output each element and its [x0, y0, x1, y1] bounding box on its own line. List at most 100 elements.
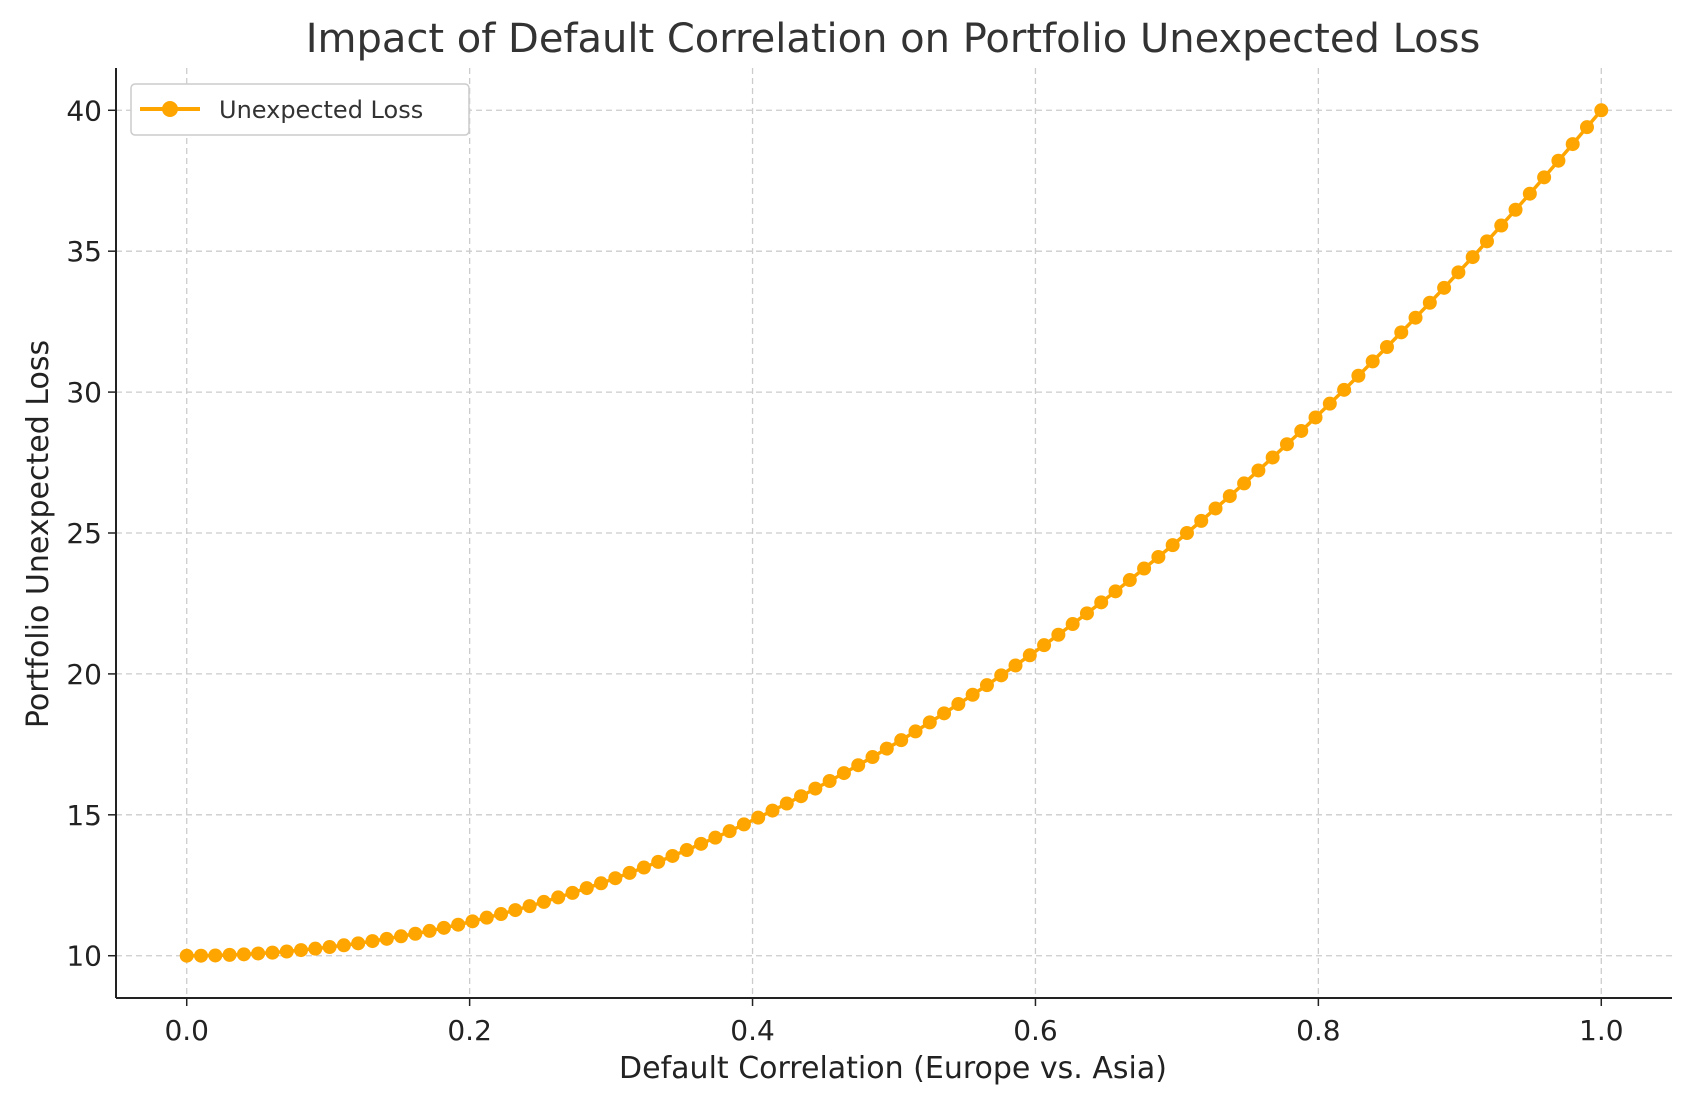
data-point [822, 774, 837, 788]
data-point [865, 750, 880, 765]
x-axis-ticks: 0.0 0.2 0.4 0.6 0.8 1.0 [164, 998, 1624, 1047]
y-tick-label: 10 [66, 940, 102, 973]
data-point [194, 948, 209, 963]
data-point [851, 758, 866, 773]
data-point [522, 899, 537, 914]
data-point [622, 865, 637, 880]
legend-label: Unexpected Loss [219, 96, 423, 124]
data-point [965, 687, 980, 702]
data-point [679, 843, 694, 858]
chart-title: Impact of Default Correlation on Portfol… [306, 16, 1481, 62]
data-point [1237, 476, 1252, 491]
data-point [994, 668, 1009, 683]
data-point [794, 789, 809, 804]
data-point [1137, 561, 1152, 576]
x-tick-label: 0.6 [1013, 1014, 1058, 1047]
data-point [1437, 280, 1452, 295]
data-point [408, 926, 423, 941]
y-tick-label: 30 [66, 376, 102, 409]
grid-lines [116, 68, 1672, 998]
data-point [736, 817, 751, 832]
y-tick-label: 35 [66, 235, 102, 268]
data-point [1151, 549, 1166, 564]
data-point [1365, 354, 1380, 369]
data-point [1494, 218, 1509, 233]
data-point [465, 914, 480, 929]
data-point [694, 836, 709, 851]
data-point [908, 724, 923, 739]
data-point [1594, 103, 1609, 118]
data-point [1508, 202, 1523, 217]
x-axis-label: Default Correlation (Europe vs. Asia) [619, 1051, 1167, 1086]
data-point [937, 706, 952, 721]
data-point [1251, 463, 1266, 478]
data-point [1394, 325, 1409, 340]
data-point [636, 860, 651, 875]
data-point [536, 894, 551, 909]
data-point [1537, 170, 1552, 185]
data-point [565, 885, 580, 900]
data-point [351, 936, 366, 951]
data-point [336, 938, 351, 953]
data-point [1079, 606, 1094, 621]
data-point [279, 944, 294, 959]
data-point [551, 890, 566, 905]
data-point [1194, 513, 1209, 528]
data-point [1208, 501, 1223, 516]
data-point [579, 881, 594, 896]
data-point [208, 948, 223, 963]
data-point [394, 929, 409, 944]
data-point [1094, 595, 1109, 610]
y-tick-label: 25 [66, 517, 102, 550]
data-point [1565, 137, 1580, 152]
data-point [722, 824, 737, 839]
data-point [751, 810, 766, 825]
data-point [1451, 265, 1466, 280]
data-point [1551, 153, 1566, 168]
y-tick-label: 40 [66, 94, 102, 127]
data-point [1422, 295, 1437, 310]
data-point [1379, 340, 1394, 354]
x-tick-label: 0.8 [1296, 1014, 1341, 1047]
data-point [922, 715, 937, 730]
data-point [179, 948, 194, 963]
data-point [1408, 310, 1423, 325]
x-tick-label: 0.0 [164, 1014, 209, 1047]
data-point [1008, 658, 1023, 673]
data-point [1465, 250, 1480, 265]
data-point [379, 931, 394, 946]
data-point [1037, 638, 1052, 653]
data-point [879, 741, 894, 756]
y-axis-label: Portfolio Unexpected Loss [21, 340, 56, 728]
data-point [808, 781, 823, 796]
data-point [1579, 120, 1594, 135]
y-tick-label: 15 [66, 799, 102, 832]
data-point [436, 920, 451, 935]
data-point [265, 945, 280, 960]
data-point [951, 697, 966, 712]
data-point [836, 766, 851, 781]
data-point [1051, 627, 1066, 642]
data-point [451, 917, 466, 932]
data-point [479, 910, 494, 925]
data-point [1122, 573, 1137, 588]
data-point [594, 876, 609, 891]
data-point [308, 941, 323, 956]
data-point [765, 803, 780, 818]
data-point [894, 733, 909, 748]
data-point [1065, 617, 1080, 632]
data-point [1479, 234, 1494, 249]
data-point [1294, 423, 1309, 438]
data-point [365, 934, 380, 949]
data-point [236, 947, 251, 962]
data-point [651, 854, 666, 869]
data-point [1522, 186, 1537, 201]
data-point [1279, 437, 1294, 452]
data-point [294, 943, 309, 958]
data-point [251, 946, 266, 961]
series-line [186, 109, 1603, 958]
x-tick-label: 0.2 [447, 1014, 492, 1047]
legend-marker-swatch [162, 101, 178, 117]
data-point [608, 871, 623, 886]
data-point [665, 848, 680, 863]
